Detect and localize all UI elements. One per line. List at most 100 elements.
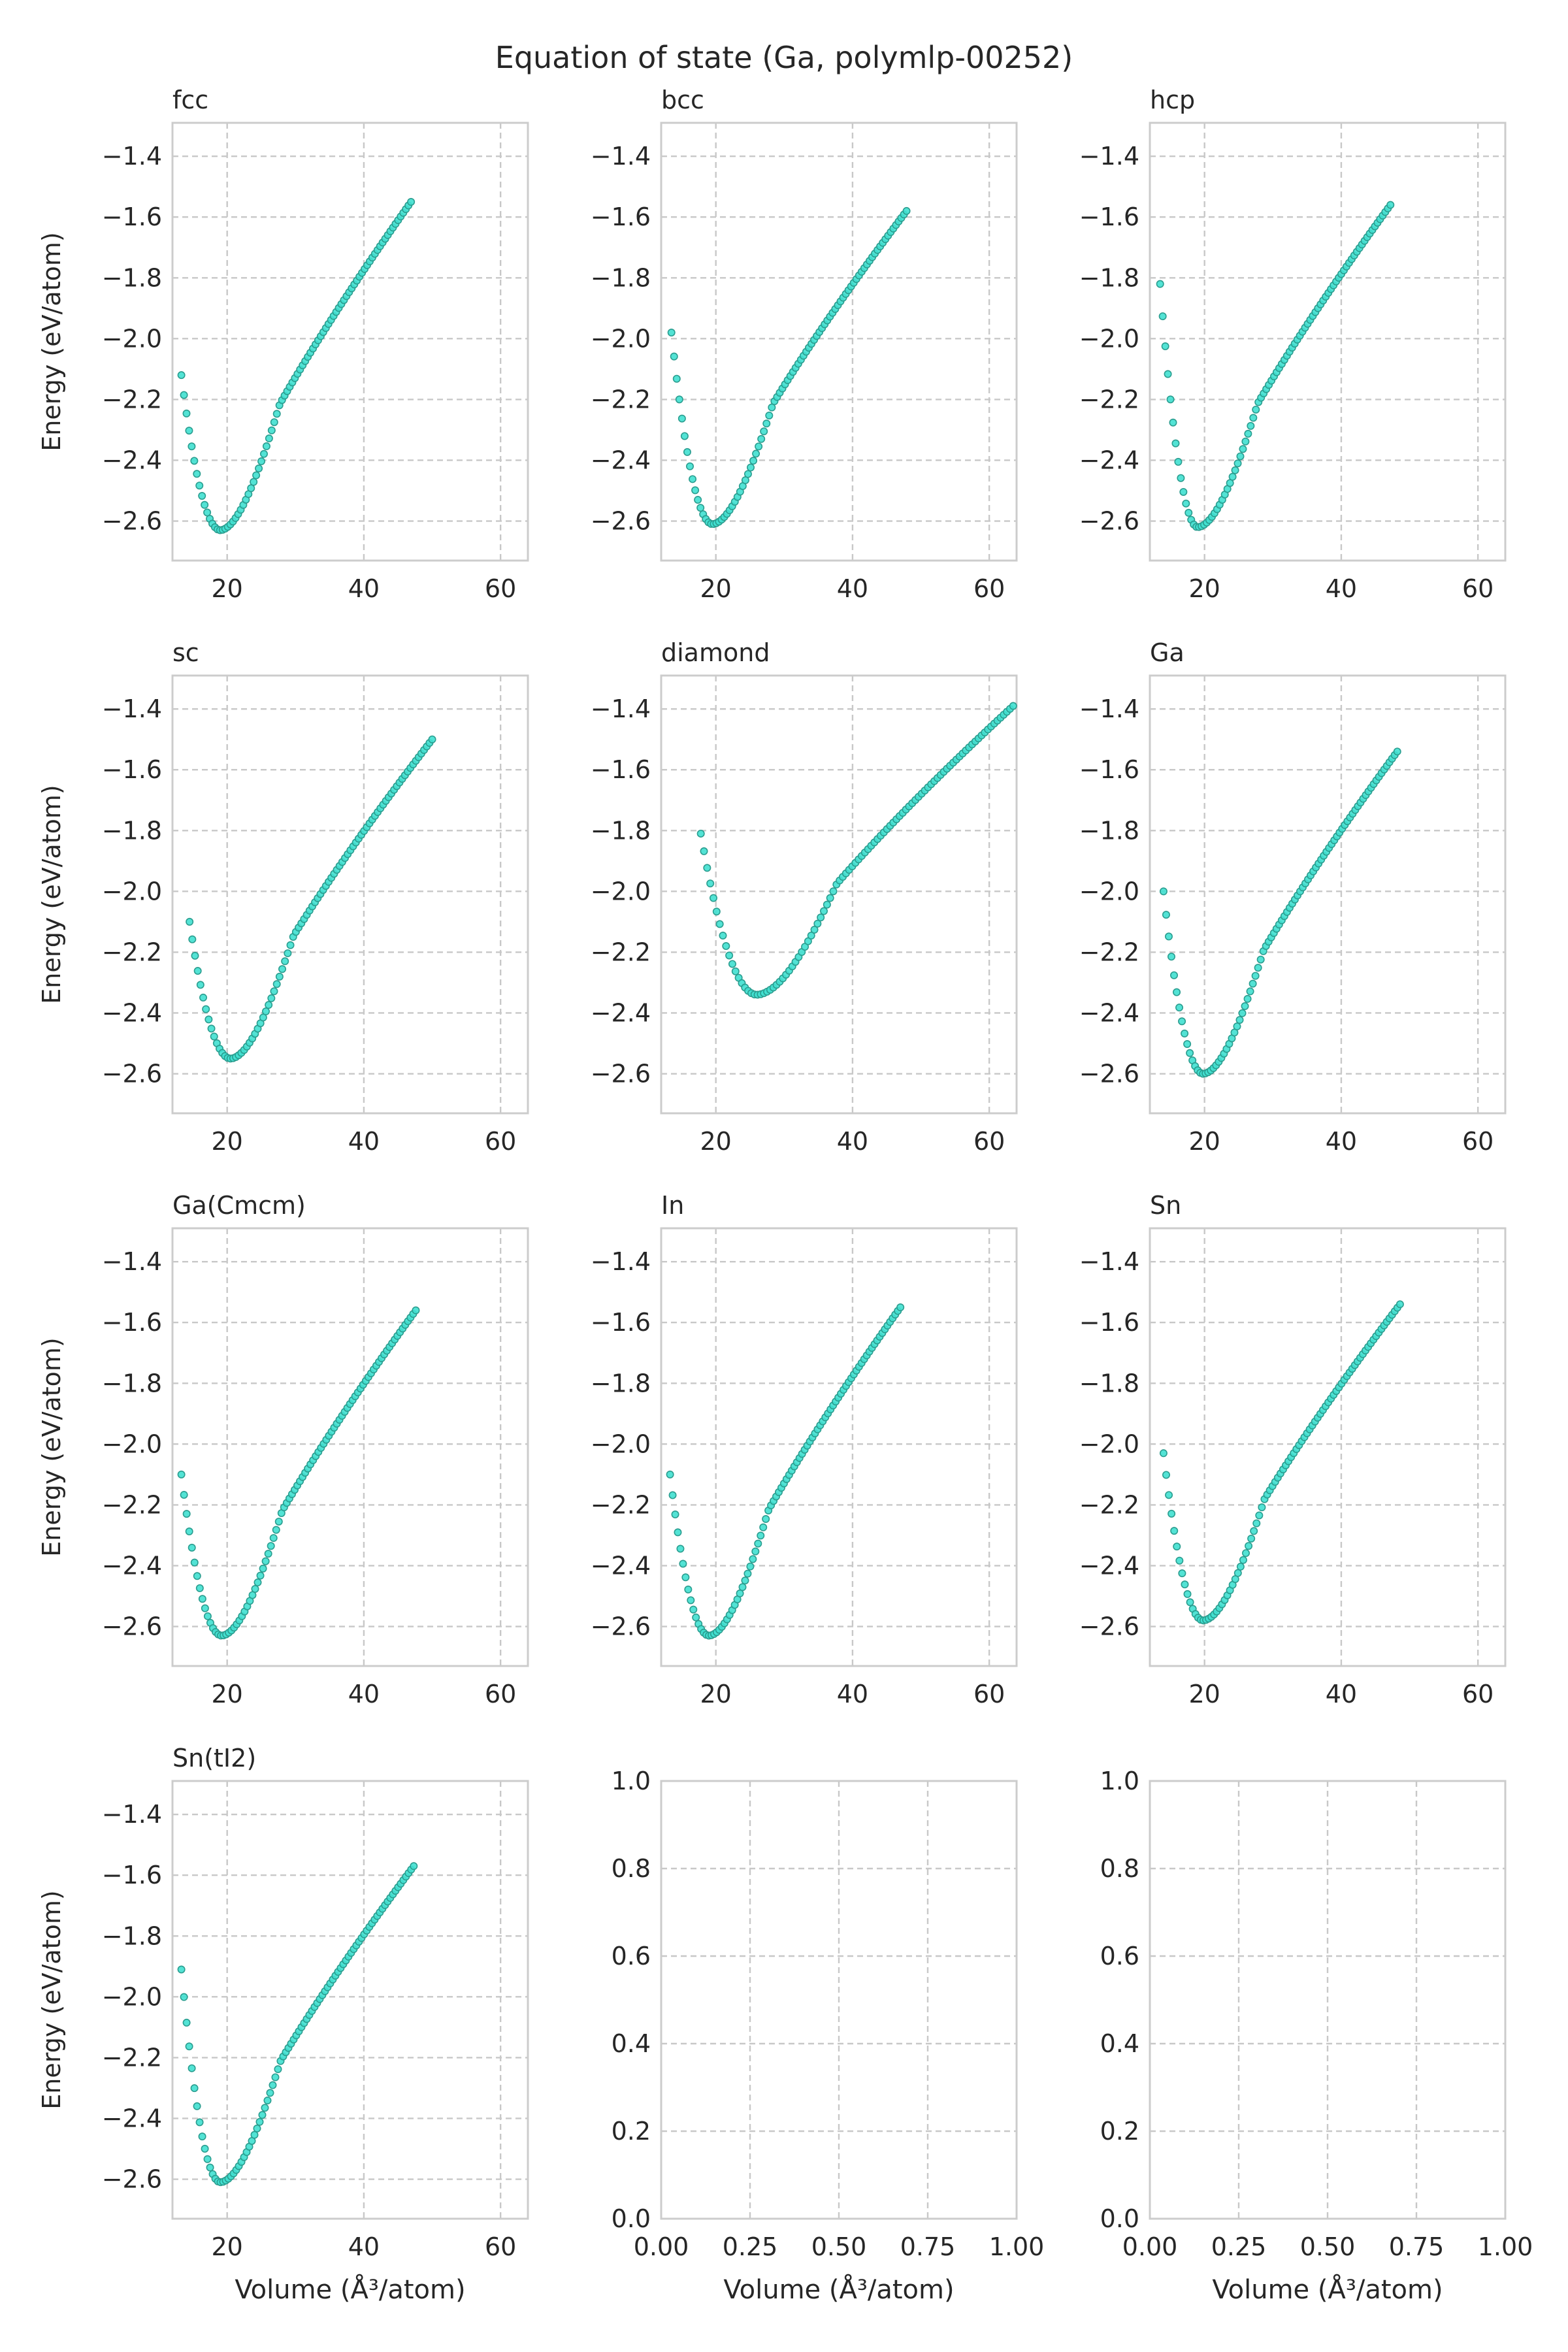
y-tick-label: −1.4	[102, 1247, 162, 1276]
data-point	[1182, 499, 1190, 508]
data-point	[725, 951, 734, 960]
data-point	[202, 1005, 210, 1013]
y-tick-label: −2.4	[591, 446, 651, 474]
axes-frame	[171, 122, 529, 562]
data-point	[689, 475, 697, 483]
data-point	[684, 1585, 693, 1593]
y-tick-label: −2.2	[591, 938, 651, 966]
data-point	[196, 981, 204, 989]
data-point	[754, 1539, 762, 1548]
data-point	[829, 887, 838, 896]
data-point	[896, 1303, 905, 1311]
y-tick-label: −2.2	[102, 2043, 162, 2072]
y-tick-label: −1.6	[1079, 755, 1139, 784]
data-point	[826, 894, 834, 902]
y-tick-label: −1.8	[102, 1369, 162, 1397]
y-tick-label: −2.4	[591, 998, 651, 1027]
data-point	[1167, 953, 1175, 961]
data-point	[1258, 1503, 1266, 1512]
x-axis-label: Volume (Å³/atom)	[723, 2274, 954, 2305]
data-point	[412, 1306, 420, 1315]
subplot-11: 0.00 0.25 0.50 0.75 1.00 0.0 0.2 0.4 0.6 0.8 1.0 Vo…	[612, 1767, 1045, 2305]
x-tick-label: 60	[485, 1680, 516, 1708]
data-point	[1236, 452, 1245, 461]
data-series	[667, 206, 911, 528]
data-point	[188, 442, 196, 451]
data-point	[670, 352, 678, 361]
data-point	[674, 1528, 682, 1537]
data-point	[759, 1523, 768, 1531]
y-tick-label: −1.6	[1079, 203, 1139, 231]
data-point	[182, 1510, 191, 1518]
y-tick-label: −2.6	[102, 1060, 162, 1088]
data-point	[813, 919, 822, 928]
data-point	[696, 504, 705, 512]
y-tick-label: −2.0	[1079, 877, 1139, 906]
y-tick-label: −2.6	[591, 1060, 651, 1088]
data-point	[407, 197, 416, 206]
subplot-4: 20 40 60 −2.6 −2.4 −2.2 −2.0 −1.8 −1.6 −1.4 sc Ener…	[37, 638, 529, 1156]
data-point	[1162, 911, 1170, 919]
y-tick-label: −1.8	[591, 1369, 651, 1397]
data-point	[198, 492, 206, 500]
subplot-title: hcp	[1150, 86, 1195, 114]
x-tick-label: 0.75	[900, 2232, 956, 2261]
data-point	[201, 2144, 209, 2153]
y-tick-label: −1.4	[102, 694, 162, 723]
subplot-title: sc	[172, 638, 199, 667]
data-point	[1159, 1449, 1168, 1458]
data-point	[728, 960, 736, 968]
data-point	[746, 1562, 755, 1571]
y-tick-label: −2.0	[1079, 1429, 1139, 1458]
data-point	[820, 907, 828, 915]
data-point	[193, 967, 202, 975]
y-tick-label: 0.8	[1100, 1854, 1139, 1883]
x-tick-label: 60	[973, 1127, 1005, 1156]
data-point	[1177, 474, 1185, 482]
subplot-title: In	[661, 1191, 684, 1220]
data-point	[270, 418, 278, 427]
subplot-9: 20 40 60 −2.6 −2.4 −2.2 −2.0 −1.8 −1.6 −1.4 Sn	[1079, 1191, 1507, 1708]
data-point	[694, 496, 702, 504]
data-point	[696, 829, 705, 838]
data-point	[1165, 1491, 1173, 1499]
data-point	[195, 1584, 204, 1592]
data-point	[261, 2104, 269, 2112]
data-point	[668, 1491, 677, 1499]
data-point	[250, 2131, 259, 2139]
data-point	[765, 412, 774, 420]
y-tick-label: −2.6	[1079, 1060, 1139, 1088]
x-tick-label: 1.00	[989, 2232, 1045, 2261]
y-tick-label: −2.2	[1079, 1490, 1139, 1519]
y-axis-label: Energy (eV/atom)	[37, 232, 66, 451]
y-tick-label: −2.0	[102, 324, 162, 353]
x-tick-label: 40	[837, 1127, 868, 1156]
y-tick-label: −1.8	[102, 816, 162, 845]
data-point	[270, 987, 278, 996]
y-tick-label: −2.4	[591, 1551, 651, 1580]
data-point	[1249, 979, 1257, 988]
data-point	[257, 457, 266, 466]
y-tick-label: −1.6	[102, 755, 162, 784]
data-point	[1233, 459, 1242, 468]
y-tick-label: 0.0	[1100, 2204, 1139, 2233]
subplot-3: 20 40 60 −2.6 −2.4 −2.2 −2.0 −1.8 −1.6 −1.4 hcp	[1079, 86, 1507, 603]
y-tick-label: −2.4	[102, 1551, 162, 1580]
data-point	[180, 391, 188, 399]
y-tick-label: −1.8	[1079, 816, 1139, 845]
y-tick-label: −1.4	[591, 1247, 651, 1276]
y-tick-label: −1.8	[591, 816, 651, 845]
data-point	[188, 935, 197, 943]
y-tick-label: −2.0	[102, 1982, 162, 2011]
data-point	[252, 471, 261, 480]
y-tick-label: −2.4	[1079, 998, 1139, 1027]
y-tick-label: −2.2	[102, 385, 162, 414]
data-point	[261, 1557, 270, 1565]
x-tick-label: 60	[485, 1127, 516, 1156]
data-point	[743, 1569, 752, 1578]
data-point	[722, 942, 730, 951]
data-point	[1183, 1040, 1192, 1049]
y-tick-label: −2.2	[1079, 385, 1139, 414]
y-tick-label: 1.0	[612, 1767, 651, 1795]
data-point	[678, 414, 686, 423]
